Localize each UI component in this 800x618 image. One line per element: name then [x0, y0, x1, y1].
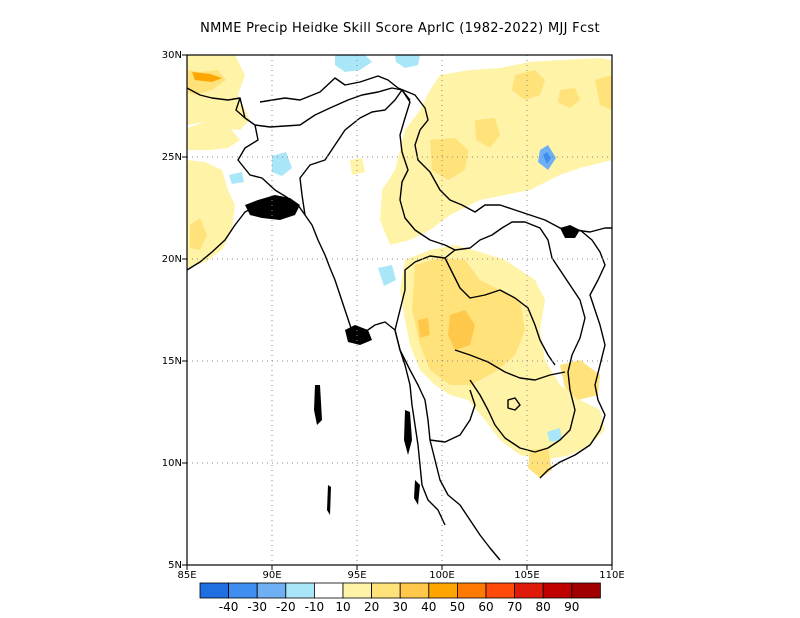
colorbar-label: 20: [364, 600, 379, 614]
lon-tick-label: 110E: [599, 570, 624, 581]
colorbar-swatch: [371, 582, 401, 599]
border-line: [444, 257, 556, 366]
border-line: [539, 229, 606, 479]
border-line: [354, 321, 446, 526]
delta-detail: [404, 410, 412, 455]
colorbar-label: -20: [276, 600, 296, 614]
shade-region: [229, 172, 244, 184]
colorbar-swatch: [342, 582, 373, 599]
shade-region: [192, 72, 222, 82]
colorbar-label: -10: [305, 600, 325, 614]
colorbar-label: 30: [393, 600, 408, 614]
border-line: [187, 197, 356, 341]
lon-tick-label: 100E: [429, 570, 454, 581]
shade-region: [475, 118, 500, 148]
shade-region: [528, 448, 552, 478]
border-line: [187, 87, 411, 128]
tick-marks: [182, 54, 613, 570]
colorbar-swatch: [514, 582, 544, 599]
colorbar-swatch: [199, 582, 230, 599]
colorbar-swatch: [285, 582, 315, 599]
colorbar-swatch: [399, 582, 430, 599]
delta-detail: [327, 485, 331, 515]
border-line: [454, 221, 586, 453]
shade-region: [378, 265, 396, 286]
colorbar-label: 90: [564, 600, 579, 614]
colorbar-label: 50: [450, 600, 465, 614]
colorbar-swatch: [485, 582, 516, 599]
gridlines: [187, 55, 612, 565]
colorbar-label: 80: [536, 600, 551, 614]
shade-region: [595, 75, 612, 110]
shade-region: [418, 318, 430, 338]
colorbar-label: 70: [507, 600, 522, 614]
colorbar-swatch: [428, 582, 458, 599]
shade-region: [380, 58, 612, 245]
lat-tick-label: 10N: [162, 458, 182, 469]
colorbar-label: -40: [219, 600, 239, 614]
border-line: [259, 75, 399, 103]
skill-shading: [187, 55, 612, 478]
shade-region: [187, 160, 235, 268]
border-line: [299, 89, 501, 561]
shade-region: [448, 310, 475, 350]
delta-detail: [560, 225, 580, 238]
shade-region: [190, 218, 207, 250]
shade-region: [558, 88, 580, 108]
shade-region: [395, 55, 420, 68]
lon-tick-label: 90E: [262, 570, 281, 581]
lat-tick-label: 25N: [162, 152, 182, 163]
lat-tick-label: 5N: [168, 560, 182, 571]
lon-labels: 85E 90E 95E 100E 105E 110E: [177, 570, 624, 581]
shade-region: [350, 158, 365, 175]
colorbar-swatch: [456, 582, 487, 599]
border-line: [454, 349, 566, 381]
coastal-detail: [245, 195, 580, 515]
map-frame: [186, 54, 613, 566]
shade-region: [187, 122, 240, 150]
colorbar: -40 -30 -20 -10 10 20 30 40 50 60 70 80 90: [199, 582, 601, 614]
lat-tick-label: 15N: [162, 356, 182, 367]
border-line: [237, 124, 289, 199]
shade-region: [335, 55, 372, 72]
shade-region: [547, 428, 562, 442]
colorbar-label: 40: [421, 600, 436, 614]
colorbar-swatch: [256, 582, 287, 599]
shade-region: [272, 152, 292, 176]
border-line: [507, 397, 521, 411]
map-title: NMME Precip Heidke Skill Score AprIC (19…: [200, 21, 600, 36]
delta-detail: [414, 480, 420, 505]
lat-labels: 5N 10N 15N 20N 25N 30N: [162, 50, 182, 571]
lon-tick-label: 95E: [347, 570, 366, 581]
lat-tick-label: 30N: [162, 50, 182, 61]
colorbar-swatch: [228, 582, 258, 599]
shade-region: [430, 138, 468, 180]
lat-tick-label: 20N: [162, 254, 182, 265]
lon-tick-label: 85E: [177, 570, 196, 581]
delta-detail: [245, 195, 300, 220]
shade-region: [512, 70, 545, 100]
delta-detail: [345, 325, 372, 345]
border-line: [235, 97, 246, 119]
colorbar-label: 60: [478, 600, 493, 614]
colorbar-label: 10: [335, 600, 350, 614]
border-line: [469, 379, 536, 453]
colorbar-swatch: [313, 582, 344, 599]
lon-tick-label: 105E: [514, 570, 539, 581]
colorbar-swatch: [542, 582, 573, 599]
colorbar-swatch: [571, 582, 601, 599]
colorbar-label: -30: [247, 600, 267, 614]
border-line: [429, 389, 476, 443]
delta-detail: [314, 385, 322, 425]
shade-region: [543, 152, 551, 164]
